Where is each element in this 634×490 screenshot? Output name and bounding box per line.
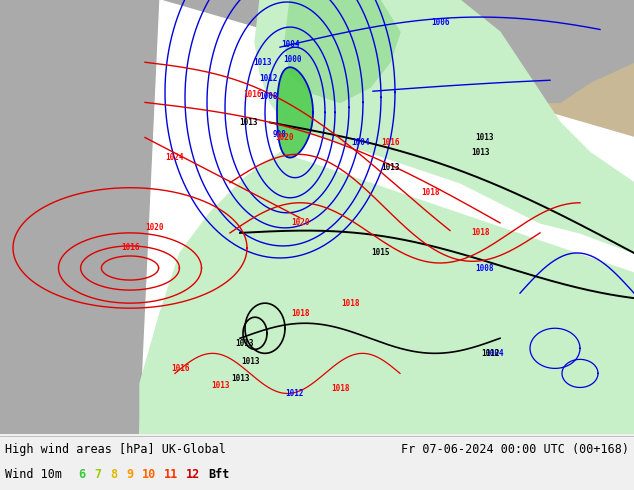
Text: 10: 10 (142, 468, 156, 481)
Text: 1006: 1006 (430, 18, 450, 26)
Text: 1018: 1018 (331, 384, 349, 393)
Text: 1013: 1013 (381, 163, 399, 172)
Text: 11: 11 (164, 468, 178, 481)
Text: 1018: 1018 (291, 309, 309, 318)
Text: 1018: 1018 (471, 228, 489, 237)
Polygon shape (0, 0, 634, 434)
Text: 9: 9 (126, 468, 133, 481)
Text: 1004: 1004 (486, 349, 504, 358)
Text: 1013: 1013 (253, 58, 271, 67)
Polygon shape (140, 152, 634, 434)
Text: 1013: 1013 (471, 148, 489, 157)
Text: 1016: 1016 (243, 90, 261, 99)
Text: 1012: 1012 (286, 389, 304, 398)
Text: 12: 12 (186, 468, 200, 481)
Text: 1015: 1015 (371, 248, 389, 257)
Text: 8: 8 (110, 468, 117, 481)
Text: 6: 6 (78, 468, 85, 481)
Text: 1016: 1016 (381, 138, 399, 147)
Text: 1020: 1020 (276, 133, 294, 142)
Polygon shape (315, 0, 410, 92)
Text: 1013: 1013 (476, 133, 495, 142)
Polygon shape (255, 0, 634, 253)
Text: 1020: 1020 (291, 219, 309, 227)
Text: 1013: 1013 (231, 374, 249, 383)
Text: 1013: 1013 (239, 118, 257, 127)
Text: Wind 10m: Wind 10m (5, 468, 62, 481)
Text: 1008: 1008 (476, 264, 495, 272)
Text: 1004: 1004 (281, 40, 299, 49)
Text: 1013: 1013 (236, 339, 254, 348)
Text: 1013: 1013 (241, 357, 259, 366)
Text: 7: 7 (94, 468, 101, 481)
Text: 1000: 1000 (284, 55, 302, 64)
Text: High wind areas [hPa] UK-Global: High wind areas [hPa] UK-Global (5, 443, 226, 456)
Text: 1018: 1018 (340, 298, 359, 308)
Polygon shape (140, 0, 634, 434)
Text: Fr 07-06-2024 00:00 UTC (00+168): Fr 07-06-2024 00:00 UTC (00+168) (401, 443, 629, 456)
Polygon shape (380, 0, 460, 77)
Text: 1016: 1016 (120, 244, 139, 252)
Text: 1016: 1016 (171, 364, 190, 373)
Text: 1012: 1012 (481, 349, 499, 358)
Text: 1012: 1012 (259, 74, 277, 83)
Text: 1004: 1004 (351, 138, 369, 147)
Text: 1018: 1018 (421, 188, 439, 197)
Text: Bft: Bft (208, 468, 230, 481)
Text: 1020: 1020 (146, 223, 164, 232)
Text: 1008: 1008 (259, 92, 277, 101)
Polygon shape (277, 67, 313, 158)
Polygon shape (285, 0, 400, 102)
Text: 1024: 1024 (165, 153, 184, 162)
Text: 998: 998 (273, 130, 287, 139)
Text: 1013: 1013 (210, 381, 230, 390)
